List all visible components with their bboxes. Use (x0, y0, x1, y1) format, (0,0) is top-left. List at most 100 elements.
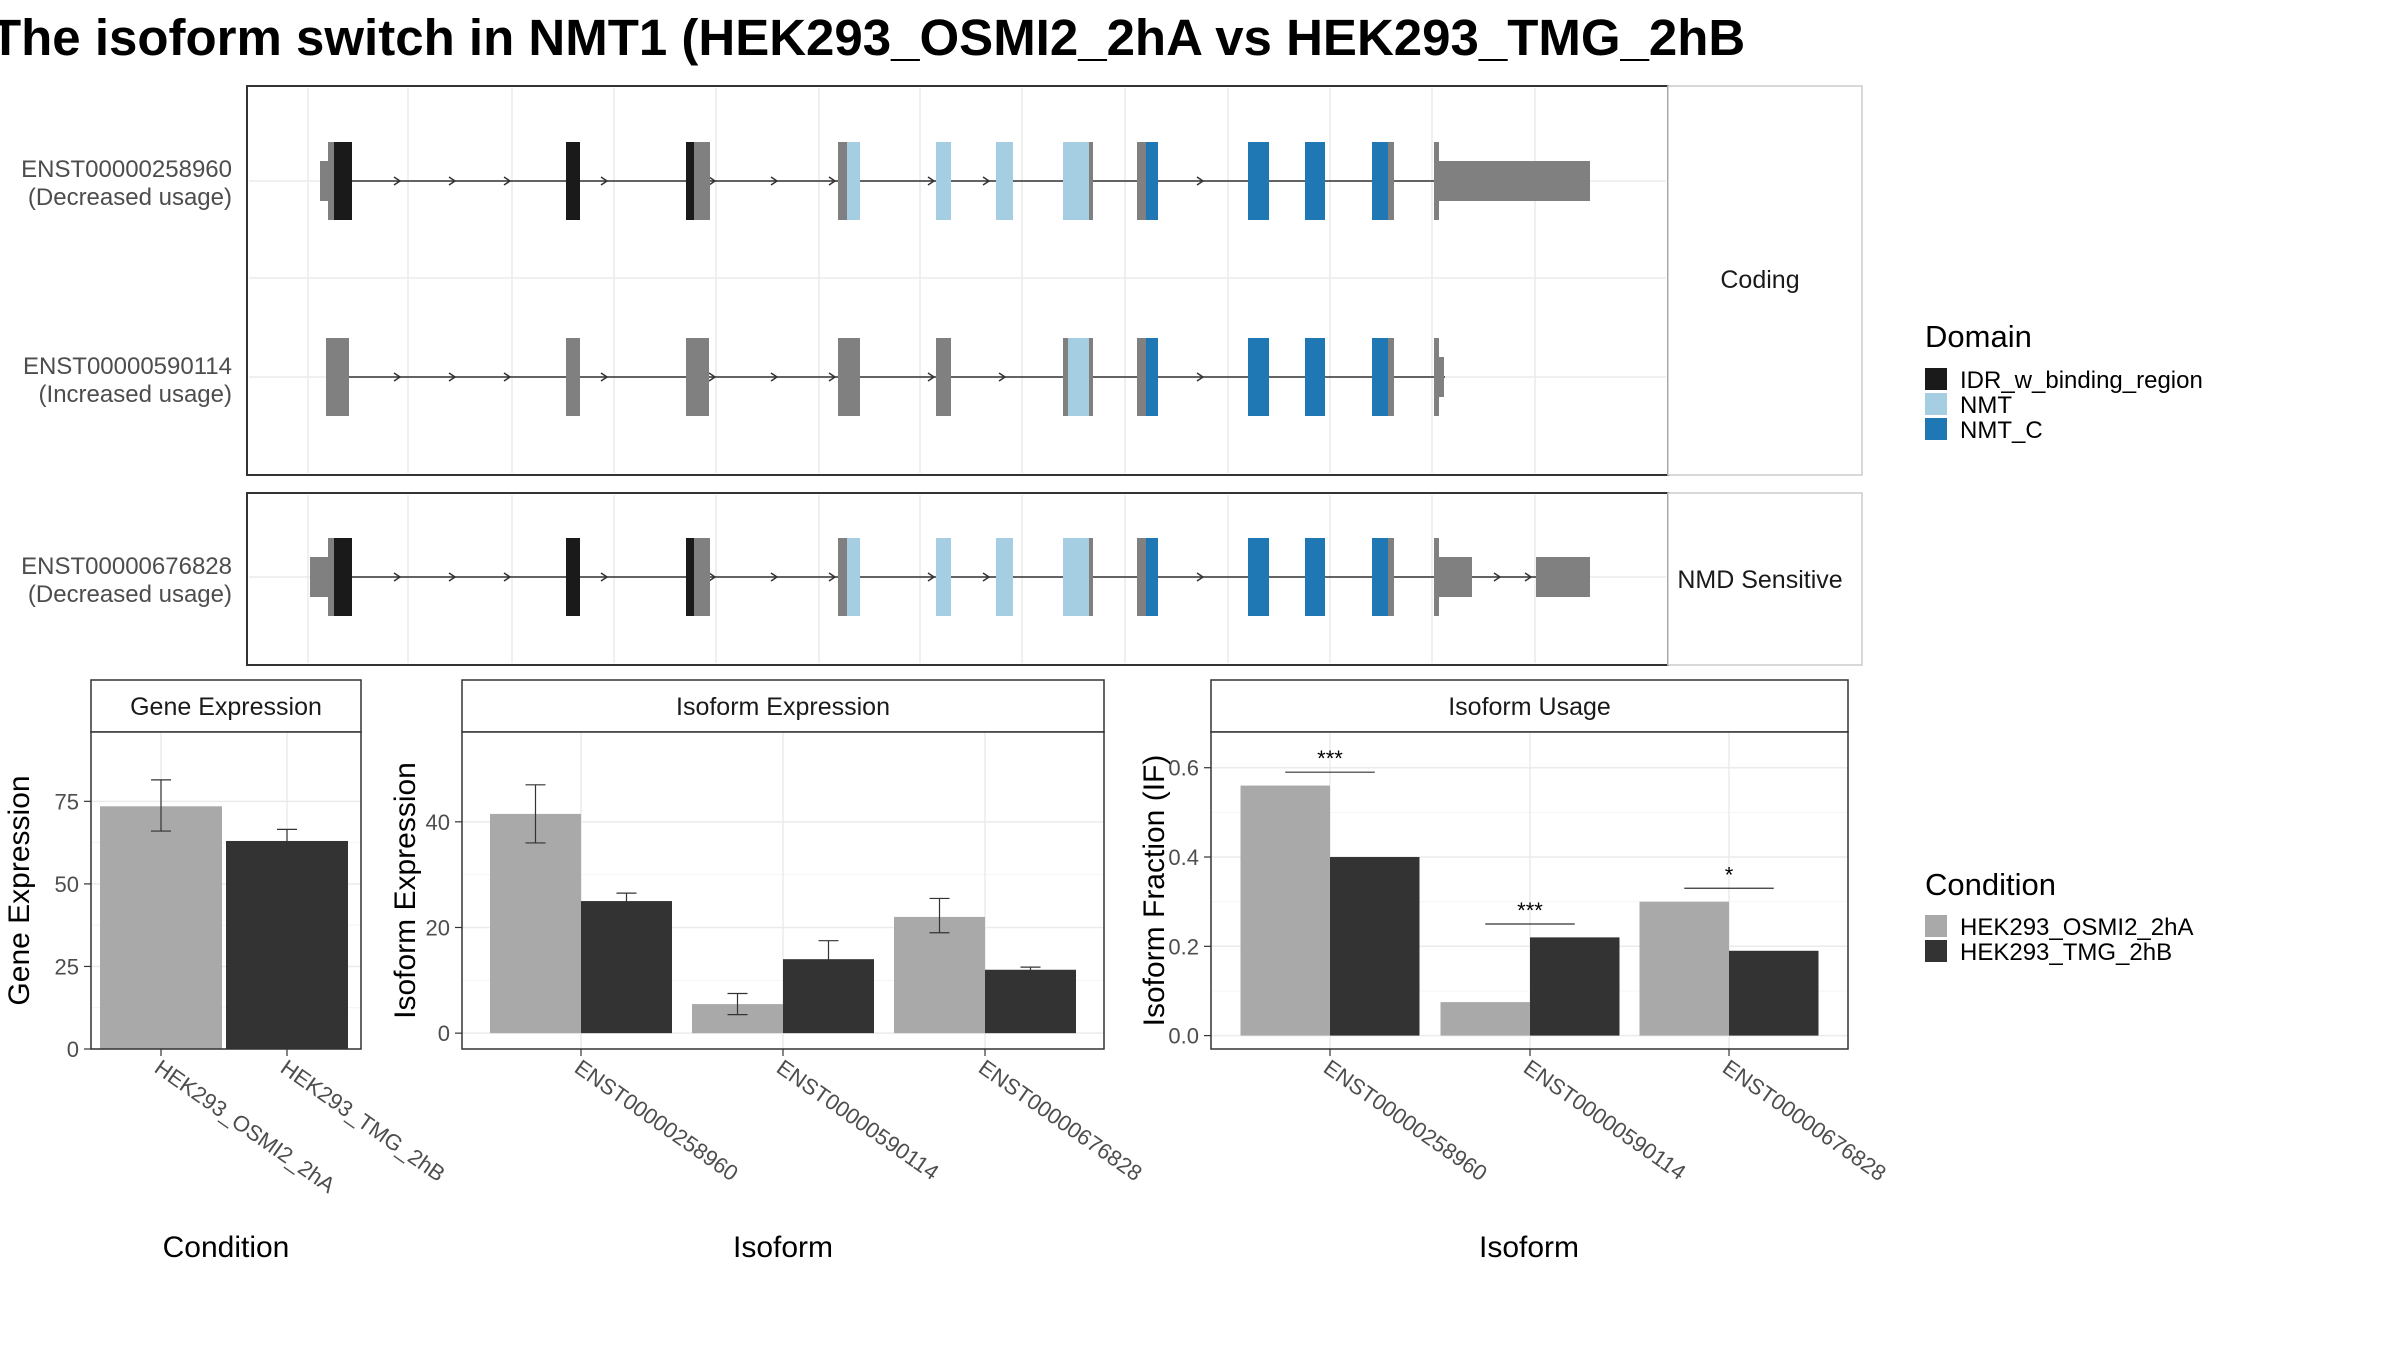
utr-exon (1137, 538, 1146, 616)
direction-arrow (770, 176, 779, 186)
panel-title: Isoform Usage (1448, 693, 1611, 721)
domain-exon (1372, 338, 1388, 416)
domain-exon (1146, 142, 1158, 220)
coding-strip (1667, 85, 1863, 476)
domain-exon (936, 538, 951, 616)
y-tick-label: 0.4 (1168, 845, 1199, 870)
direction-arrow (600, 176, 609, 186)
domain-exon (1372, 142, 1388, 220)
y-tick-label: 20 (426, 915, 450, 940)
x-axis-title: Isoform (733, 1231, 833, 1264)
panel-title: Gene Expression (130, 693, 322, 721)
x-tick-label: ENST00000590114 (772, 1055, 943, 1185)
y-axis-title: Isoform Expression (389, 762, 422, 1019)
domain-legend: Domain IDR_w_binding_region NMT NMT_C (1925, 319, 2203, 444)
domain-exon (1248, 338, 1269, 416)
direction-arrow (828, 176, 837, 186)
y-tick-label: 0 (438, 1021, 450, 1046)
direction-arrow (982, 176, 991, 186)
direction-arrow (503, 372, 512, 382)
direction-arrow (448, 372, 457, 382)
direction-arrow (1524, 572, 1533, 582)
legend-label: HEK293_TMG_2hB (1960, 939, 2172, 966)
y-tick-label: 50 (55, 872, 79, 897)
y-axis-title: Isoform Fraction (IF) (1138, 755, 1171, 1027)
utr-exon (1137, 338, 1146, 416)
direction-arrow (1196, 176, 1205, 186)
utr-exon (328, 538, 334, 616)
utr-exon (838, 538, 847, 616)
domain-exon (996, 142, 1013, 220)
direction-arrow (600, 372, 609, 382)
legend-swatch (1925, 418, 1947, 440)
nmd-panel: NMD Sensitive (246, 492, 1863, 666)
utr-exon (1089, 538, 1093, 616)
utr-exon (1063, 338, 1068, 416)
bar (490, 813, 581, 1034)
y-tick-label: 0 (67, 1037, 79, 1062)
direction-arrow (1196, 372, 1205, 382)
direction-arrow (600, 572, 609, 582)
direction-arrow (770, 372, 779, 382)
domain-exon (936, 142, 951, 220)
facet-strip (90, 679, 362, 733)
y-tick-label: 75 (55, 789, 79, 814)
tx-usage-label: (Decreased usage) (28, 184, 232, 211)
direction-arrow (503, 176, 512, 186)
significance-label: * (1725, 862, 1734, 887)
direction-arrow (708, 372, 717, 382)
legend-label: NMT (1960, 392, 2012, 419)
utr-exon (1388, 142, 1394, 220)
bar (581, 901, 672, 1034)
utr-exon (694, 538, 710, 616)
utr-exon (320, 161, 328, 201)
direction-arrow (393, 176, 402, 186)
bar-charts: Gene Expression0255075HEK293_OSMI2_2hAHE… (3, 679, 1891, 1264)
tx-id-label: ENST00000258960 (21, 156, 232, 183)
bar (226, 840, 348, 1049)
utr-exon (1434, 538, 1439, 616)
domain-exon (1063, 538, 1089, 616)
utr-exon (936, 338, 951, 416)
direction-arrow (448, 176, 457, 186)
domain-exon (1146, 538, 1158, 616)
x-tick-label: ENST00000258960 (570, 1055, 743, 1186)
tx-usage-label: (Increased usage) (39, 381, 232, 408)
utr-exon (686, 338, 709, 416)
domain-exon (847, 538, 860, 616)
bar-chart-panel: Isoform Usage*******0.00.20.40.6ENST0000… (1138, 679, 1891, 1264)
direction-arrow (1196, 572, 1205, 582)
x-tick-label: ENST00000258960 (1319, 1055, 1492, 1186)
utr-exon (1439, 161, 1590, 201)
y-axis-title: Gene Expression (3, 775, 36, 1005)
y-tick-label: 0.0 (1168, 1024, 1199, 1049)
bar (1240, 785, 1330, 1036)
domain-exon (1372, 538, 1388, 616)
legend-swatch (1925, 940, 1947, 962)
domain-exon (1146, 338, 1158, 416)
condition-legend-title: Condition (1925, 867, 2056, 902)
coding-transcripts (320, 142, 1590, 416)
utr-exon (1439, 357, 1444, 397)
direction-arrow (1493, 572, 1502, 582)
legend-swatch (1925, 915, 1947, 937)
figure-title: The isoform switch in NMT1 (HEK293_OSMI2… (0, 9, 1745, 66)
domain-exon (996, 538, 1013, 616)
bar (1729, 950, 1819, 1036)
utr-exon (1434, 338, 1439, 416)
bar (1530, 937, 1620, 1036)
coding-panel-border (246, 85, 1669, 476)
facet-strip (1210, 679, 1849, 733)
x-tick-label: ENST00000676828 (974, 1055, 1147, 1186)
x-tick-label: ENST00000676828 (1718, 1055, 1891, 1186)
condition-legend: Condition HEK293_OSMI2_2hA HEK293_TMG_2h… (1925, 867, 2193, 966)
direction-arrow (770, 572, 779, 582)
direction-arrow (998, 372, 1007, 382)
y-tick-label: 25 (55, 954, 79, 979)
legend-label: NMT_C (1960, 417, 2043, 444)
nmd-strip (1667, 492, 1863, 666)
direction-arrow (927, 176, 936, 186)
legend-label: HEK293_OSMI2_2hA (1960, 914, 2193, 941)
domain-exon (686, 142, 694, 220)
utr-exon (566, 338, 580, 416)
